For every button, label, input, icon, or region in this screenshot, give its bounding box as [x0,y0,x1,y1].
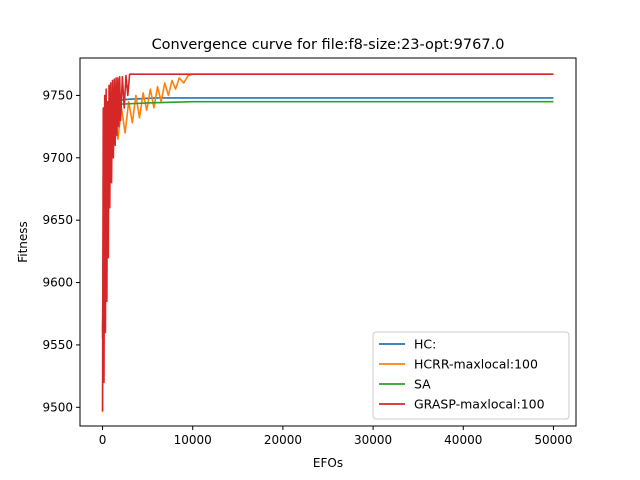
y-tick-label: 9700 [42,151,73,165]
y-tick-label: 9750 [42,88,73,102]
y-axis-ticks: 9500 9550 9600 9650 9700 9750 [42,88,80,414]
legend-label-2: SA [414,377,431,392]
x-tick-label: 30000 [354,433,392,447]
x-tick-label: 40000 [444,433,482,447]
x-axis-ticks: 0 10000 20000 30000 40000 50000 [99,426,573,447]
y-tick-label: 9500 [42,400,73,414]
plot-frame [79,57,577,427]
y-tick-label: 9600 [42,276,73,290]
x-tick-label: 10000 [174,433,212,447]
chart-title: Convergence curve for file:f8-size:23-op… [152,37,505,53]
x-tick-label: 0 [99,433,107,447]
y-tick-label: 9550 [42,338,73,352]
legend-label-3: GRASP-maxlocal:100 [414,397,545,412]
legend-box [372,331,570,420]
legend-label-1: HCRR-maxlocal:100 [414,357,538,372]
x-tick-label: 20000 [264,433,302,447]
y-axis-label: Fitness [16,221,30,263]
series-line-3 [101,73,554,412]
y-tick-label: 9650 [42,213,73,227]
series-layer [101,73,554,413]
x-axis-label: EFOs [313,456,343,470]
x-tick-label: 50000 [534,433,572,447]
legend-label-0: HC: [414,337,436,352]
legend: HC: HCRR-maxlocal:100 SA GRASP-maxlocal:100 [372,331,570,420]
